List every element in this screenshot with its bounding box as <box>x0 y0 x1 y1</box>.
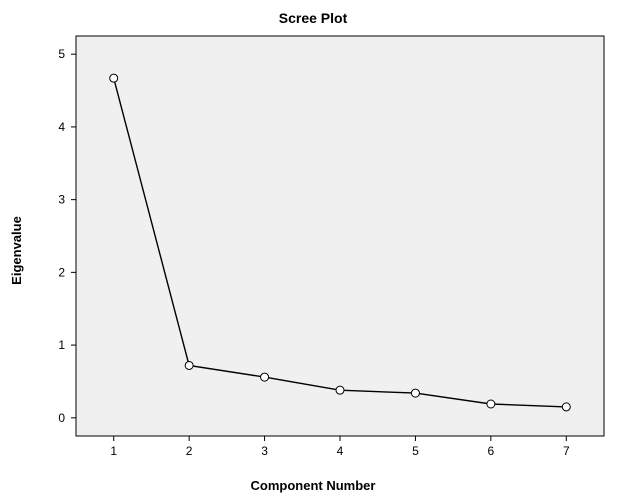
y-axis-label: Eigenvalue <box>6 0 26 501</box>
y-tick-label: 0 <box>58 411 65 425</box>
data-marker <box>562 403 570 411</box>
y-tick-label: 4 <box>58 120 65 134</box>
data-marker <box>411 389 419 397</box>
y-tick-label: 5 <box>58 47 65 61</box>
x-tick-label: 3 <box>261 444 268 458</box>
chart-svg: 0 1 2 3 4 5 1 2 3 4 5 6 7 <box>0 0 626 501</box>
x-tick-label: 7 <box>563 444 570 458</box>
y-tick-label: 1 <box>58 338 65 352</box>
x-tick-label: 2 <box>186 444 193 458</box>
data-marker <box>261 373 269 381</box>
x-tick-label: 6 <box>488 444 495 458</box>
data-marker <box>336 386 344 394</box>
data-marker <box>185 361 193 369</box>
chart-title: Scree Plot <box>0 10 626 26</box>
scree-plot-chart: Scree Plot Eigenvalue Component Number 0… <box>0 0 626 501</box>
x-tick-label: 4 <box>337 444 344 458</box>
y-tick-label: 2 <box>58 265 65 279</box>
x-axis-label: Component Number <box>0 478 626 493</box>
x-tick-label: 1 <box>110 444 117 458</box>
x-tick-label: 5 <box>412 444 419 458</box>
data-marker <box>487 400 495 408</box>
y-tick-label: 3 <box>58 193 65 207</box>
data-marker <box>110 74 118 82</box>
